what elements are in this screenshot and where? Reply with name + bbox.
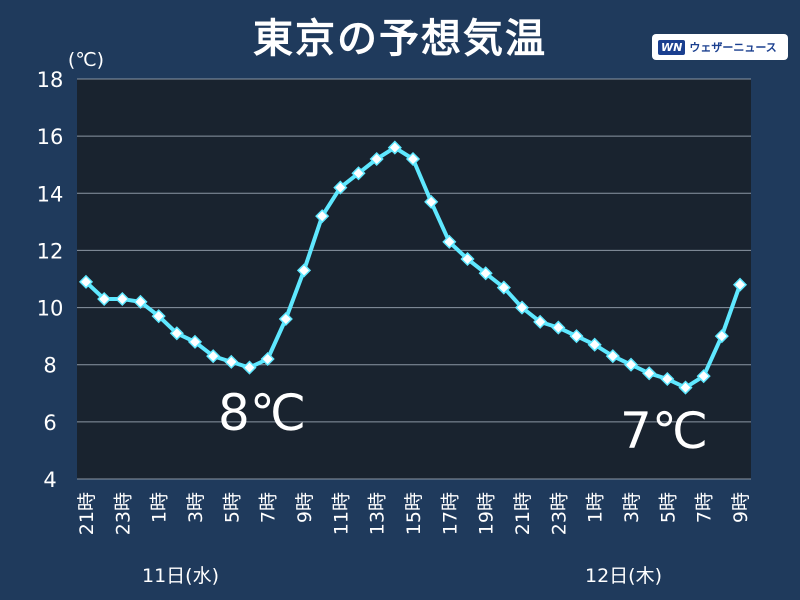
x-tick-label: 3時 bbox=[185, 492, 207, 523]
y-tick-label: 14 bbox=[37, 182, 64, 206]
data-point bbox=[133, 294, 148, 309]
data-point bbox=[351, 166, 366, 181]
x-tick-label: 13時 bbox=[367, 492, 389, 535]
data-point bbox=[333, 180, 348, 195]
day-label-11: 11日(水) bbox=[142, 565, 220, 587]
data-point bbox=[533, 314, 548, 329]
x-tick-label: 21時 bbox=[76, 492, 98, 535]
data-point bbox=[424, 194, 439, 209]
data-point bbox=[278, 311, 293, 327]
x-tick-label: 9時 bbox=[730, 492, 752, 523]
data-point bbox=[242, 360, 257, 375]
x-tick-label: 9時 bbox=[294, 492, 316, 523]
data-point bbox=[97, 291, 112, 307]
data-point bbox=[496, 280, 511, 295]
y-tick-label: 8 bbox=[43, 354, 56, 378]
logo-text: ウェザーニュース bbox=[689, 41, 777, 54]
data-point bbox=[296, 263, 312, 278]
x-tick-label: 23時 bbox=[548, 492, 570, 535]
data-point bbox=[551, 320, 566, 335]
data-point bbox=[642, 366, 657, 381]
x-tick-label: 17時 bbox=[439, 492, 461, 535]
x-tick-label: 1時 bbox=[149, 492, 171, 523]
data-point bbox=[587, 337, 602, 352]
logo-mark-icon: WN bbox=[658, 39, 686, 55]
data-point bbox=[206, 349, 221, 364]
y-tick-label: 6 bbox=[43, 411, 56, 435]
x-tick-label: 19時 bbox=[476, 492, 498, 535]
data-point bbox=[187, 334, 203, 349]
chart-title: 東京の予想気温 bbox=[253, 16, 547, 62]
data-point bbox=[678, 380, 693, 395]
y-tick-label: 12 bbox=[37, 239, 64, 263]
data-point bbox=[78, 274, 94, 289]
x-tick-label: 11時 bbox=[330, 492, 352, 535]
weathernews-logo: WN ウェザーニュース bbox=[652, 34, 788, 60]
data-point bbox=[405, 151, 421, 167]
x-tick-label: 7時 bbox=[694, 492, 716, 523]
data-point bbox=[315, 209, 330, 224]
y-tick-label: 10 bbox=[37, 297, 64, 321]
x-tick-label: 1時 bbox=[585, 492, 607, 523]
plot-area bbox=[77, 79, 751, 479]
data-point bbox=[169, 326, 184, 341]
data-point bbox=[623, 357, 639, 372]
data-point bbox=[260, 351, 275, 367]
low-temp-annotation-day1: 8℃ bbox=[218, 384, 306, 442]
y-tick-label: 18 bbox=[37, 68, 64, 92]
x-tick-label: 5時 bbox=[657, 492, 679, 523]
data-point bbox=[369, 151, 384, 167]
y-axis-label: (℃) bbox=[68, 49, 104, 71]
x-tick-label: 21時 bbox=[512, 492, 534, 535]
x-tick-label: 5時 bbox=[221, 492, 243, 523]
x-tick-label: 23時 bbox=[112, 492, 134, 535]
data-point bbox=[660, 371, 675, 387]
data-point bbox=[387, 140, 402, 155]
x-tick-label: 15時 bbox=[403, 492, 425, 535]
data-point bbox=[569, 329, 584, 344]
data-point bbox=[696, 369, 711, 384]
data-point bbox=[514, 300, 530, 315]
x-tick-label: 7時 bbox=[258, 492, 280, 523]
data-point bbox=[605, 349, 620, 364]
day-label-12: 12日(木) bbox=[585, 565, 663, 587]
data-point bbox=[460, 251, 475, 267]
y-tick-label: 16 bbox=[37, 125, 64, 149]
data-point bbox=[714, 329, 729, 344]
y-tick-label: 4 bbox=[43, 468, 56, 492]
data-point bbox=[115, 291, 130, 307]
data-point bbox=[224, 354, 239, 369]
data-point bbox=[151, 309, 166, 324]
data-point bbox=[478, 266, 493, 281]
data-point bbox=[442, 234, 457, 249]
low-temp-annotation-day2: 7℃ bbox=[620, 402, 708, 460]
x-tick-label: 3時 bbox=[621, 492, 643, 523]
data-point bbox=[732, 277, 748, 292]
